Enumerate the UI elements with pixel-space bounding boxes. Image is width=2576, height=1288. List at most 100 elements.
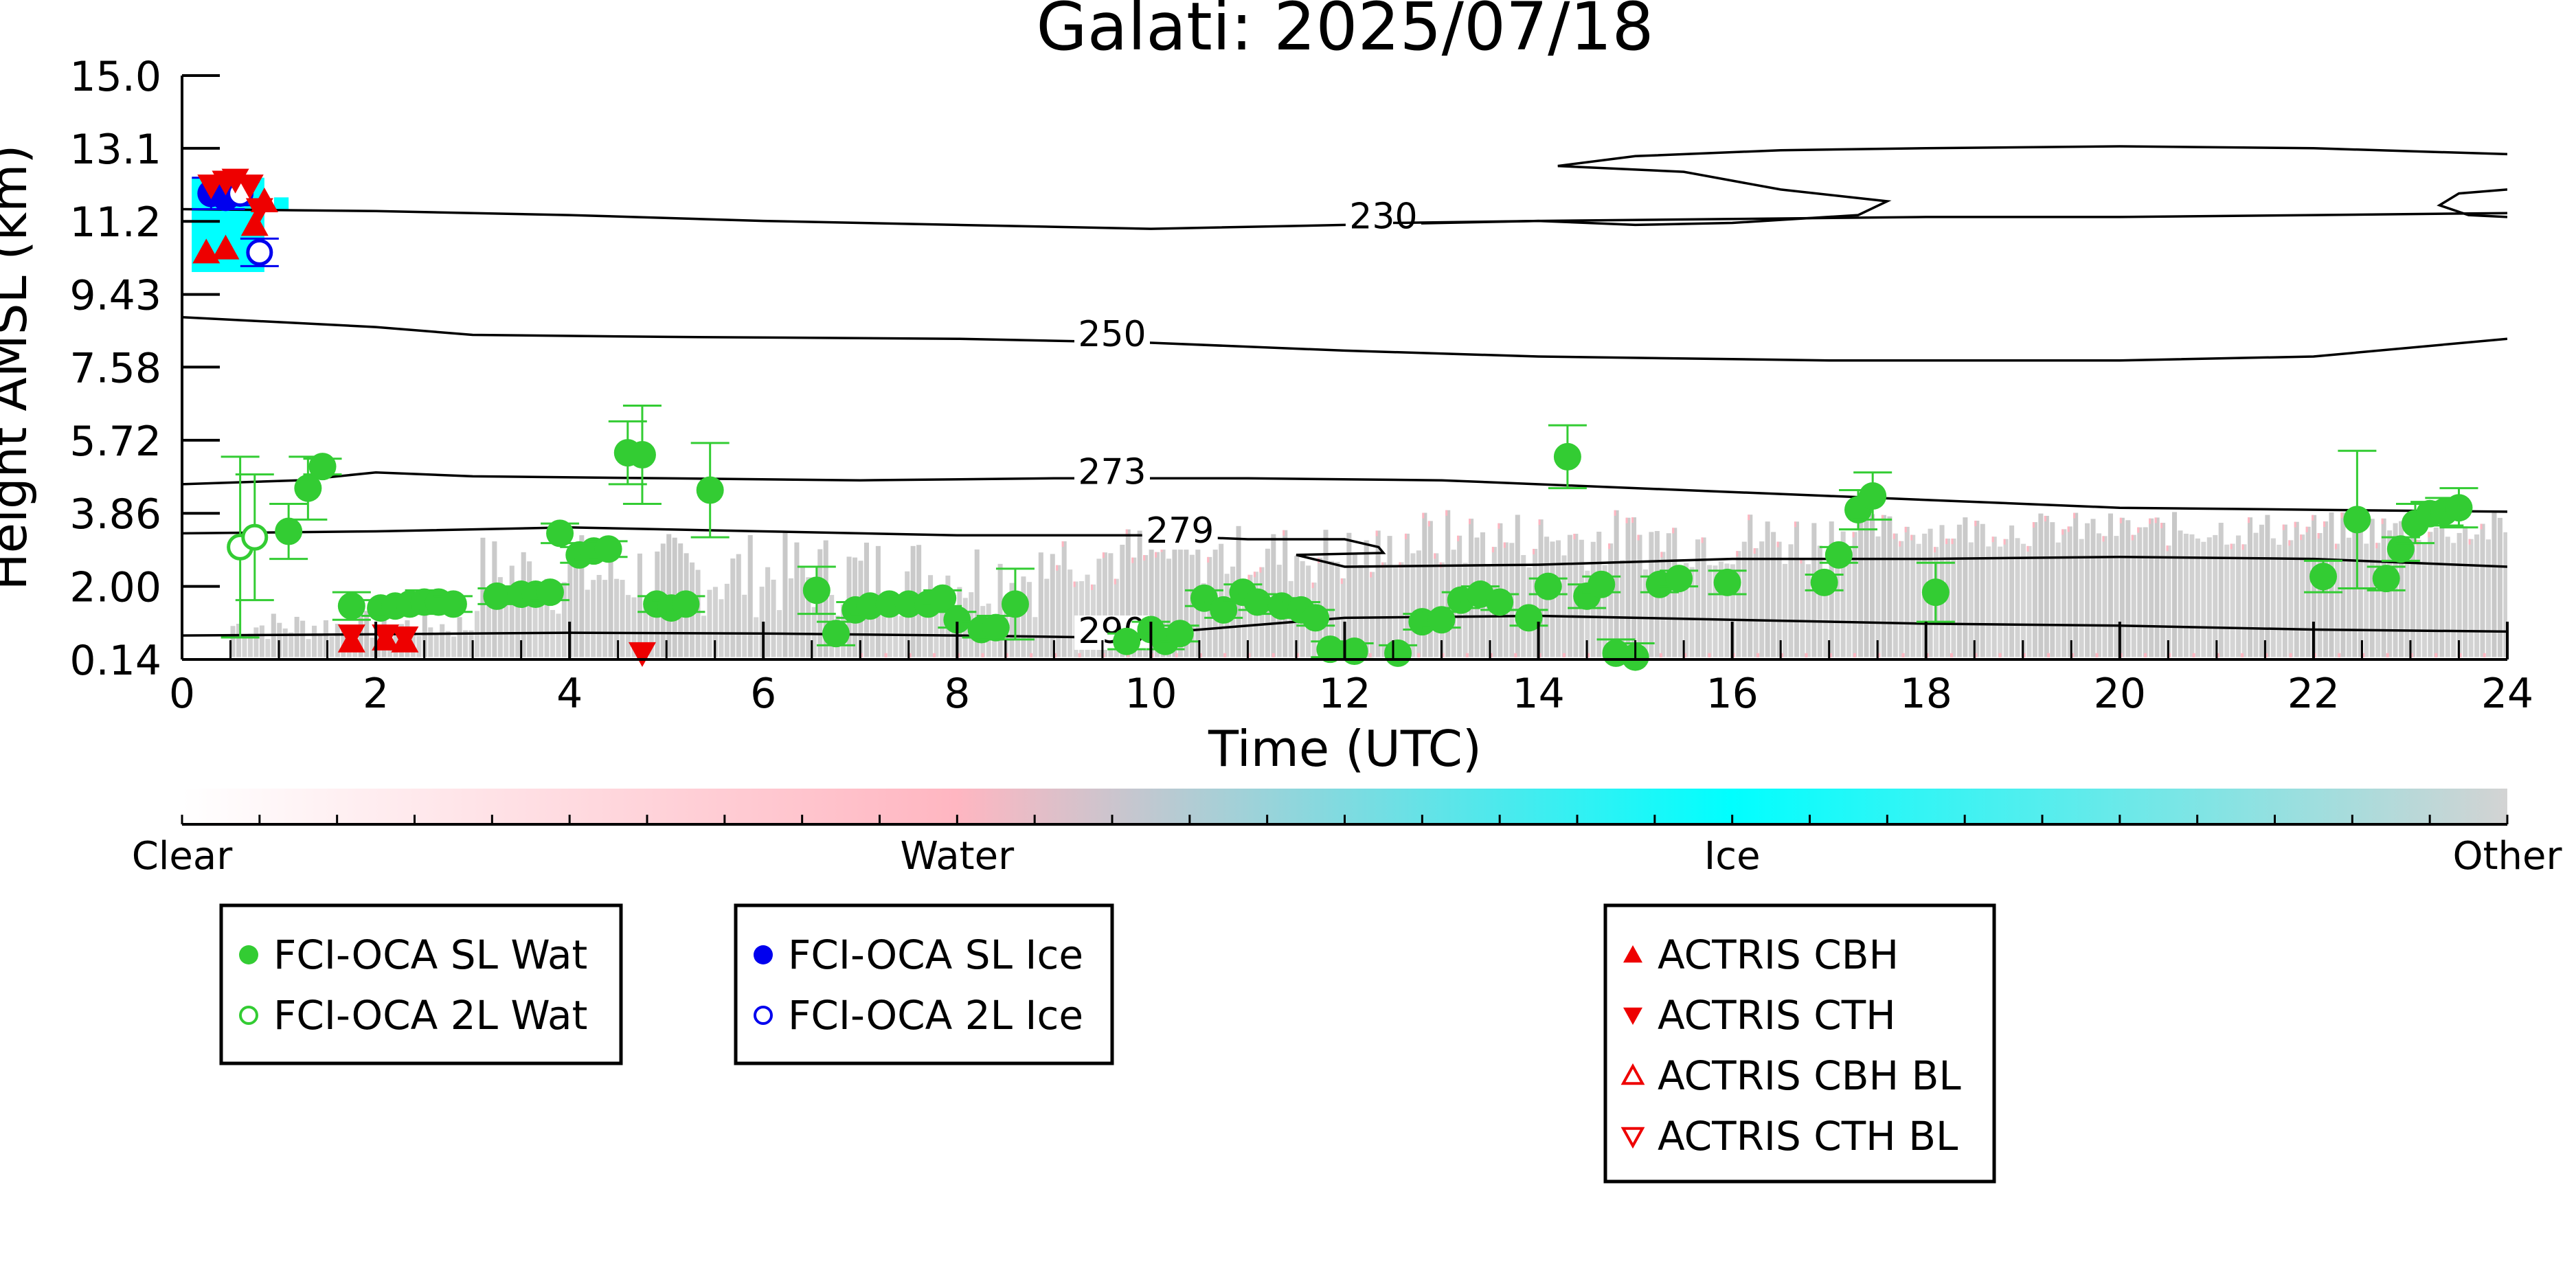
cloud-column <box>736 554 741 657</box>
cloud-water-speck <box>2047 653 2050 657</box>
cloud-column <box>2241 544 2247 657</box>
cloud-column <box>881 603 887 657</box>
cloud-column <box>747 535 753 657</box>
x-tick-label: 8 <box>944 670 970 718</box>
cloud-water-speck <box>2026 545 2029 552</box>
cloud-column <box>335 624 340 657</box>
cloud-column <box>428 627 433 657</box>
cloud-water-speck <box>1247 574 1250 580</box>
cloud-column <box>1660 552 1666 657</box>
cloud-column <box>1986 546 1991 657</box>
legend-label: ACTRIS CTH <box>1658 992 1896 1039</box>
cloud-column <box>2178 530 2183 657</box>
cloud-column <box>922 605 927 657</box>
cloud-column <box>1899 541 1904 657</box>
cloud-water-speck <box>908 653 912 657</box>
cloud-column <box>1852 532 1857 657</box>
cloud-column <box>1748 515 1753 657</box>
cloud-column <box>1991 536 1997 657</box>
cloud-water-speck <box>2131 534 2134 541</box>
cloud-column <box>811 607 817 657</box>
cloud-water-speck <box>1441 653 1445 657</box>
data-point <box>1859 482 1887 510</box>
cloud-water-speck <box>1155 552 1157 558</box>
cloud-water-speck <box>884 653 888 657</box>
cloud-water-speck <box>1054 653 1057 657</box>
cloud-water-speck <box>1533 548 1535 554</box>
cloud-column <box>788 578 793 657</box>
cloud-water-speck <box>1608 543 1611 550</box>
cloud-column <box>2364 543 2369 657</box>
cloud-column <box>1096 558 1102 657</box>
data-point <box>308 453 337 481</box>
cloud-column <box>2497 517 2502 657</box>
cloud-column <box>2259 524 2264 657</box>
cloud-column <box>2433 527 2439 657</box>
data-point <box>1713 568 1741 596</box>
y-tick-label: 7.58 <box>69 344 161 392</box>
cloud-column <box>1515 515 1520 657</box>
data-point <box>1302 604 1330 632</box>
cloud-column <box>1916 543 1921 657</box>
cloud-column <box>2248 517 2253 657</box>
cloud-column <box>1736 551 1741 657</box>
cloud-column <box>2114 536 2119 657</box>
cloud-water-speck <box>2248 517 2250 523</box>
cloud-water-speck <box>2312 515 2314 521</box>
cloud-water-speck <box>1893 533 1895 539</box>
legend-marker <box>1623 1007 1642 1025</box>
cloud-water-speck <box>2288 540 2291 546</box>
cloud-column <box>2334 543 2340 657</box>
cloud-water-speck <box>2340 512 2343 519</box>
cloud-column <box>1120 545 1125 657</box>
data-point <box>982 613 1010 642</box>
cloud-column <box>1666 533 1671 657</box>
cloud-column <box>253 627 259 657</box>
cloud-water-speck <box>1259 567 1262 573</box>
contour-line <box>1557 145 2507 168</box>
data-point <box>1921 578 1950 607</box>
cloud-column <box>1131 557 1137 657</box>
cloud-column <box>701 615 707 657</box>
cloud-column <box>323 620 328 657</box>
cloud-water-speck <box>1370 572 1372 578</box>
cloud-water-speck <box>1829 653 1832 657</box>
cloud-water-speck <box>2102 536 2105 542</box>
cloud-water-speck <box>2468 539 2471 545</box>
cloud-column <box>2166 545 2171 657</box>
cloud-water-speck <box>1056 565 1059 571</box>
cloud-water-speck <box>1490 653 1493 657</box>
cloud-column <box>2358 523 2363 657</box>
cloud-water-speck <box>1514 653 1517 657</box>
cloud-column <box>2050 522 2055 657</box>
cloud-column <box>509 565 515 657</box>
cloud-column <box>2387 530 2393 657</box>
x-axis-title: Time (UTC) <box>1208 720 1482 778</box>
data-point <box>628 440 656 468</box>
cloud-column <box>2009 525 2015 657</box>
cloud-water-speck <box>2022 653 2026 657</box>
cloud-column <box>1846 546 1852 657</box>
cloud-water-speck <box>2265 653 2268 657</box>
cloud-column <box>1910 534 1916 657</box>
cloud-column <box>527 561 532 657</box>
cloud-water-speck <box>1469 519 1471 525</box>
cloud-column <box>631 597 637 657</box>
cloud-water-speck <box>2032 522 2035 528</box>
data-point <box>628 642 656 667</box>
legend-label: FCI-OCA 2L Wat <box>273 992 587 1039</box>
cloud-water-speck <box>1199 653 1202 657</box>
cloud-column <box>2183 533 2189 657</box>
cloud-column <box>2195 538 2200 657</box>
cloud-column <box>1335 561 1340 657</box>
cloud-column <box>2131 534 2136 657</box>
cloud-column <box>567 558 573 657</box>
legend-label: ACTRIS CTH BL <box>1658 1113 1958 1160</box>
cloud-column <box>585 589 590 657</box>
data-point <box>240 211 269 236</box>
cloud-water-speck <box>2459 653 2462 657</box>
cloud-water-speck <box>2323 521 2326 528</box>
cloud-column <box>1561 555 1567 657</box>
data-point <box>1810 568 1838 596</box>
cloud-column <box>2073 512 2079 657</box>
